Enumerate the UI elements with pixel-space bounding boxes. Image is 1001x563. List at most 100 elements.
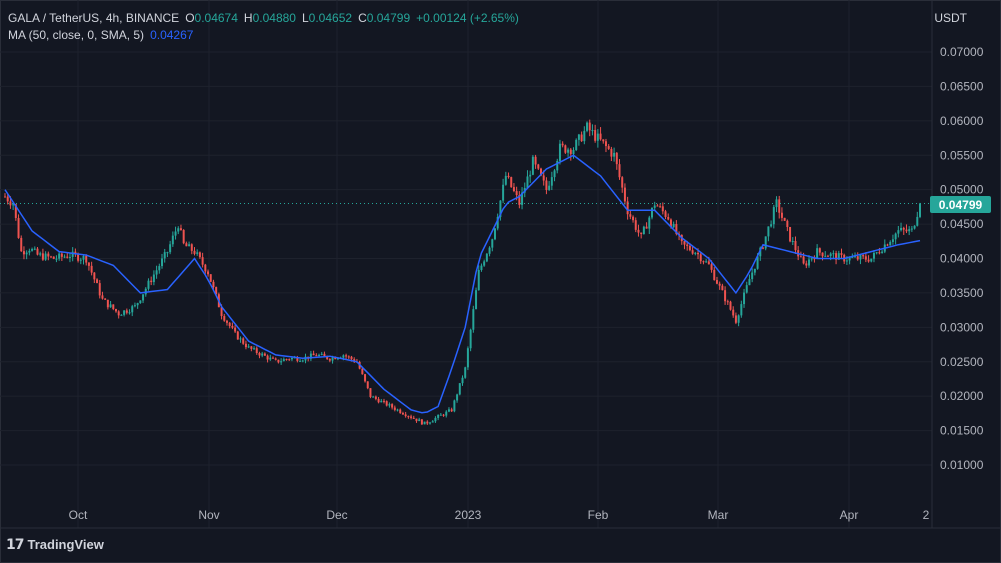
candle-body bbox=[661, 206, 664, 212]
candle-body bbox=[79, 259, 82, 261]
candle-body bbox=[531, 156, 534, 175]
candle-body bbox=[201, 257, 204, 265]
candle-body bbox=[650, 207, 653, 218]
x-tick-label: Dec bbox=[326, 508, 347, 522]
candle-body bbox=[288, 359, 291, 361]
candle-body bbox=[169, 244, 172, 253]
open-label: O bbox=[185, 11, 195, 25]
candle-body bbox=[185, 243, 188, 247]
candle-body bbox=[423, 421, 426, 425]
candle-body bbox=[296, 357, 299, 361]
candle-body bbox=[770, 224, 773, 227]
candle-body bbox=[588, 122, 591, 131]
candle-body bbox=[556, 160, 559, 171]
candle-body bbox=[900, 227, 903, 231]
candle-body bbox=[258, 353, 261, 356]
candle-body bbox=[507, 175, 510, 178]
candle-body bbox=[826, 255, 829, 257]
price-axis-unit[interactable]: USDT bbox=[934, 11, 967, 25]
tradingview-branding[interactable]: 𝟭𝟳 TradingView bbox=[6, 536, 104, 553]
candle-body bbox=[345, 355, 348, 357]
candle-body bbox=[851, 257, 854, 259]
candle-body bbox=[190, 244, 193, 251]
ohlc-row: GALA / TetherUS, 4h, BINANCE O0.04674 H0… bbox=[8, 10, 519, 27]
candle-body bbox=[916, 216, 919, 226]
candle-body bbox=[353, 359, 356, 362]
candle-body bbox=[496, 216, 499, 229]
low-value: 0.04652 bbox=[308, 11, 353, 25]
candle-body bbox=[372, 396, 375, 398]
candle-body bbox=[250, 346, 253, 349]
candle-body bbox=[445, 411, 448, 416]
candle-body bbox=[112, 304, 115, 310]
x-tick-label: Feb bbox=[588, 508, 609, 522]
candle-body bbox=[518, 195, 521, 205]
candle-body bbox=[526, 176, 529, 188]
candle-body bbox=[564, 145, 567, 153]
candle-body bbox=[632, 216, 635, 221]
candle-body bbox=[594, 130, 597, 141]
candle-body bbox=[515, 191, 518, 196]
candle-body bbox=[155, 270, 158, 275]
high-value: 0.04880 bbox=[252, 11, 296, 25]
candle-body bbox=[821, 252, 824, 257]
y-tick-label: 0.04000 bbox=[940, 252, 984, 266]
candle-body bbox=[648, 217, 651, 229]
candle-body bbox=[786, 220, 789, 227]
candle-body bbox=[656, 205, 659, 207]
candle-body bbox=[864, 256, 867, 260]
candle-body bbox=[380, 400, 383, 403]
candle-body bbox=[50, 256, 53, 258]
candle-body bbox=[688, 245, 691, 251]
candle-body bbox=[591, 130, 594, 132]
candle-body bbox=[274, 358, 277, 360]
candle-body bbox=[553, 170, 556, 178]
candle-body bbox=[109, 304, 112, 308]
candle-body bbox=[791, 241, 794, 243]
candle-body bbox=[158, 266, 161, 271]
candle-body bbox=[434, 417, 437, 422]
candle-body bbox=[347, 356, 350, 358]
candle-body bbox=[659, 206, 662, 208]
candle-body bbox=[596, 133, 599, 141]
candle-body bbox=[466, 348, 469, 368]
candle-body bbox=[729, 301, 732, 310]
candle-body bbox=[323, 353, 326, 356]
candle-body bbox=[139, 300, 142, 304]
candle-body bbox=[437, 414, 440, 418]
candle-body bbox=[626, 201, 629, 215]
ma-row[interactable]: MA (50, close, 0, SMA, 5) 0.04267 bbox=[8, 27, 519, 44]
candle-body bbox=[236, 331, 239, 340]
last-price-tag: 0.04799 bbox=[930, 196, 991, 213]
candle-body bbox=[147, 280, 150, 289]
candle-body bbox=[485, 253, 488, 262]
candle-body bbox=[572, 150, 575, 155]
candle-body bbox=[431, 421, 434, 423]
candle-body bbox=[90, 265, 93, 273]
ma-label[interactable]: MA (50, close, 0, SMA, 5) bbox=[8, 28, 145, 42]
candle-body bbox=[429, 422, 432, 424]
y-tick-label: 0.03500 bbox=[940, 286, 984, 300]
candle-body bbox=[891, 239, 894, 242]
candle-body bbox=[447, 409, 450, 412]
candle-body bbox=[488, 247, 491, 254]
symbol-label[interactable]: GALA / TetherUS, 4h, BINANCE bbox=[8, 11, 180, 25]
candle-body bbox=[721, 285, 724, 291]
candle-body bbox=[558, 143, 561, 161]
candle-body bbox=[464, 367, 467, 378]
candle-body bbox=[66, 256, 69, 258]
candle-body bbox=[123, 310, 126, 315]
candle-body bbox=[177, 228, 180, 232]
candle-body bbox=[114, 309, 117, 312]
candle-body bbox=[732, 309, 735, 316]
candle-body bbox=[840, 253, 843, 255]
y-tick-label: 0.05000 bbox=[940, 183, 984, 197]
close-label: C bbox=[358, 11, 367, 25]
candle-body bbox=[504, 175, 507, 185]
candle-body bbox=[753, 268, 756, 273]
candle-body bbox=[25, 252, 28, 255]
candle-body bbox=[242, 338, 245, 344]
candle-body bbox=[369, 388, 372, 398]
candle-body bbox=[542, 175, 545, 181]
